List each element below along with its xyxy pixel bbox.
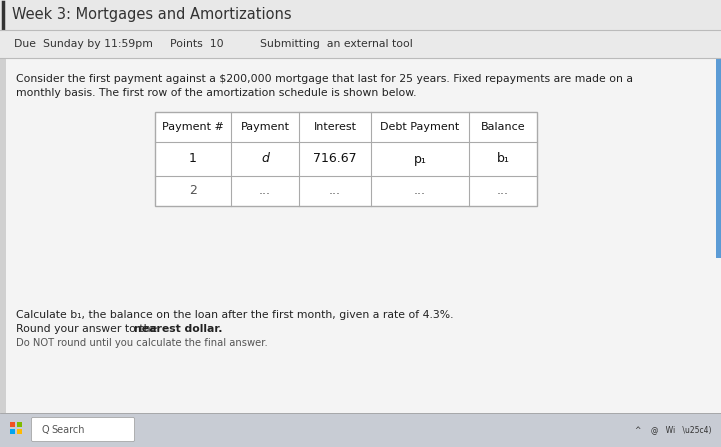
FancyBboxPatch shape: [10, 429, 15, 434]
FancyBboxPatch shape: [10, 422, 15, 427]
Text: Due  Sunday by 11:59pm: Due Sunday by 11:59pm: [14, 39, 153, 49]
Text: 2: 2: [189, 185, 197, 198]
FancyBboxPatch shape: [6, 58, 721, 413]
FancyBboxPatch shape: [0, 413, 721, 447]
FancyBboxPatch shape: [0, 30, 721, 58]
Text: 1: 1: [189, 152, 197, 165]
Text: Points  10: Points 10: [170, 39, 224, 49]
Text: Consider the first payment against a $200,000 mortgage that last for 25 years. F: Consider the first payment against a $20…: [16, 74, 633, 84]
Text: Payment #: Payment #: [162, 122, 224, 132]
Text: 716.67: 716.67: [313, 152, 357, 165]
Text: Payment: Payment: [241, 122, 290, 132]
Text: Submitting  an external tool: Submitting an external tool: [260, 39, 412, 49]
Text: Search: Search: [51, 425, 84, 435]
FancyBboxPatch shape: [155, 112, 537, 206]
Text: Interest: Interest: [314, 122, 356, 132]
Text: Do NOT round until you calculate the final answer.: Do NOT round until you calculate the fin…: [16, 338, 267, 348]
Text: Round your answer to the: Round your answer to the: [16, 324, 161, 334]
Text: Debt Payment: Debt Payment: [381, 122, 459, 132]
Text: ...: ...: [414, 185, 426, 198]
Text: p₁: p₁: [414, 152, 426, 165]
FancyBboxPatch shape: [32, 417, 135, 442]
Text: Balance: Balance: [481, 122, 526, 132]
Text: Calculate b₁, the balance on the loan after the first month, given a rate of 4.3: Calculate b₁, the balance on the loan af…: [16, 310, 454, 320]
FancyBboxPatch shape: [716, 58, 721, 258]
FancyBboxPatch shape: [17, 422, 22, 427]
Text: b₁: b₁: [497, 152, 510, 165]
FancyBboxPatch shape: [0, 0, 721, 30]
Text: ...: ...: [329, 185, 341, 198]
FancyBboxPatch shape: [0, 58, 6, 413]
Text: ^    @   Wi   \u25c4): ^ @ Wi \u25c4): [635, 426, 712, 434]
Text: Week 3: Mortgages and Amortizations: Week 3: Mortgages and Amortizations: [12, 8, 291, 22]
Text: Q: Q: [41, 425, 48, 435]
Text: ...: ...: [497, 185, 509, 198]
FancyBboxPatch shape: [0, 58, 721, 413]
FancyBboxPatch shape: [17, 429, 22, 434]
Text: nearest dollar.: nearest dollar.: [134, 324, 223, 334]
Text: d: d: [261, 152, 269, 165]
Text: ...: ...: [259, 185, 271, 198]
Text: monthly basis. The first row of the amortization schedule is shown below.: monthly basis. The first row of the amor…: [16, 88, 417, 98]
